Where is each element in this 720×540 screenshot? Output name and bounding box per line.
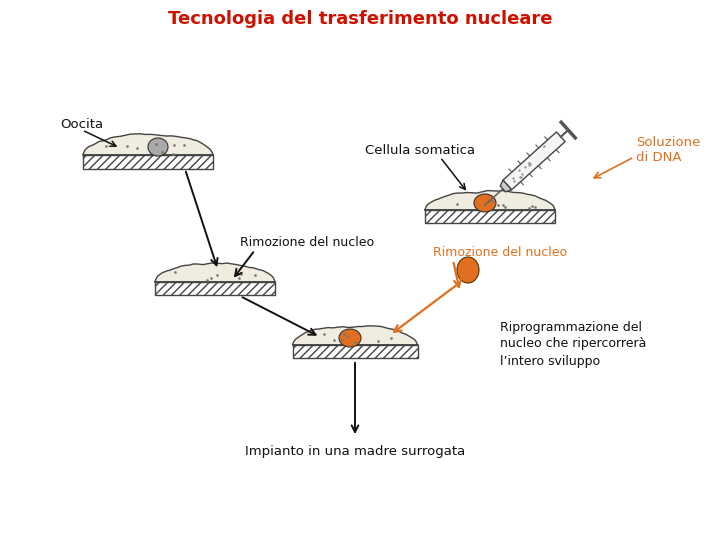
- Bar: [292, 345, 418, 358]
- Polygon shape: [292, 326, 418, 345]
- Ellipse shape: [457, 257, 479, 283]
- Text: Riprogrammazione del
nucleo che ripercorrerà
l’intero sviluppo: Riprogrammazione del nucleo che ripercor…: [500, 321, 647, 368]
- Polygon shape: [83, 134, 213, 155]
- Bar: [425, 210, 555, 223]
- Text: Soluzione
di DNA: Soluzione di DNA: [636, 136, 701, 164]
- Polygon shape: [503, 132, 565, 190]
- Bar: [83, 155, 213, 169]
- Polygon shape: [155, 263, 275, 282]
- Ellipse shape: [339, 329, 361, 347]
- Polygon shape: [425, 191, 555, 210]
- Text: Rimozione del nucleo: Rimozione del nucleo: [240, 235, 374, 248]
- Bar: [155, 282, 275, 295]
- Text: Tecnologia del trasferimento nucleare: Tecnologia del trasferimento nucleare: [168, 10, 552, 28]
- Text: Oocita: Oocita: [60, 118, 103, 132]
- Text: Rimozione del nucleo: Rimozione del nucleo: [433, 246, 567, 259]
- Polygon shape: [500, 180, 512, 192]
- Ellipse shape: [474, 194, 496, 212]
- Ellipse shape: [148, 138, 168, 156]
- Text: Cellula somatica: Cellula somatica: [365, 144, 475, 157]
- Text: Impianto in una madre surrogata: Impianto in una madre surrogata: [245, 446, 465, 458]
